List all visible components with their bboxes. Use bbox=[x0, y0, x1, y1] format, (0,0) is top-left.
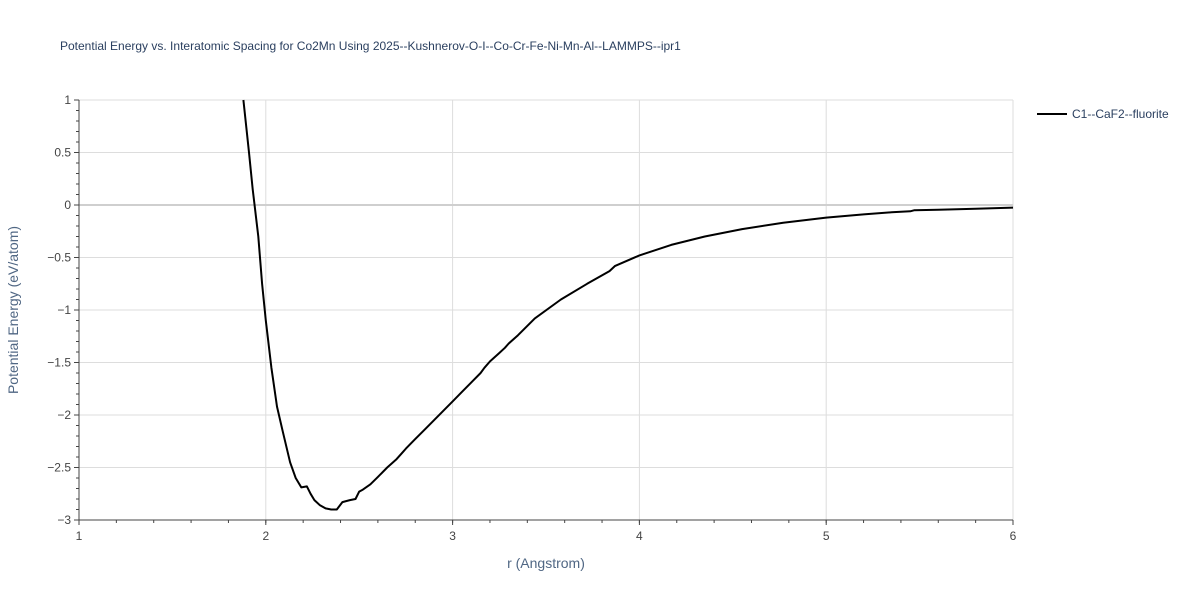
legend-label: C1--CaF2--fluorite bbox=[1072, 107, 1169, 121]
x-tick-label: 3 bbox=[449, 529, 456, 543]
legend[interactable]: C1--CaF2--fluorite bbox=[1037, 107, 1169, 121]
y-tick-label: 0.5 bbox=[54, 146, 71, 160]
axis-ticks: 1 2 3 4 5 6 1 0.5 0 −0.5 −1 −1.5 −2 −2.5 −3 bbox=[47, 93, 1016, 543]
chart-title: Potential Energy vs. Interatomic Spacing… bbox=[60, 39, 681, 53]
y-tick-label: 1 bbox=[64, 93, 71, 107]
y-tick-label: −1.5 bbox=[47, 356, 71, 370]
x-tick-label: 1 bbox=[76, 529, 83, 543]
x-tick-label: 6 bbox=[1010, 529, 1017, 543]
series-line bbox=[242, 99, 1014, 511]
y-tick-label: 0 bbox=[64, 198, 71, 212]
x-axis-title: r (Angstrom) bbox=[507, 555, 585, 571]
y-axis-title: Potential Energy (eV/atom) bbox=[5, 226, 21, 394]
x-tick-label: 5 bbox=[823, 529, 830, 543]
y-tick-label: −2 bbox=[57, 408, 71, 422]
y-tick-label: −3 bbox=[57, 513, 71, 527]
y-tick-label: −2.5 bbox=[47, 461, 71, 475]
y-tick-label: −0.5 bbox=[47, 251, 71, 265]
x-tick-label: 2 bbox=[262, 529, 269, 543]
plot-area bbox=[242, 99, 1014, 511]
x-tick-label: 4 bbox=[636, 529, 643, 543]
y-tick-label: −1 bbox=[57, 303, 71, 317]
